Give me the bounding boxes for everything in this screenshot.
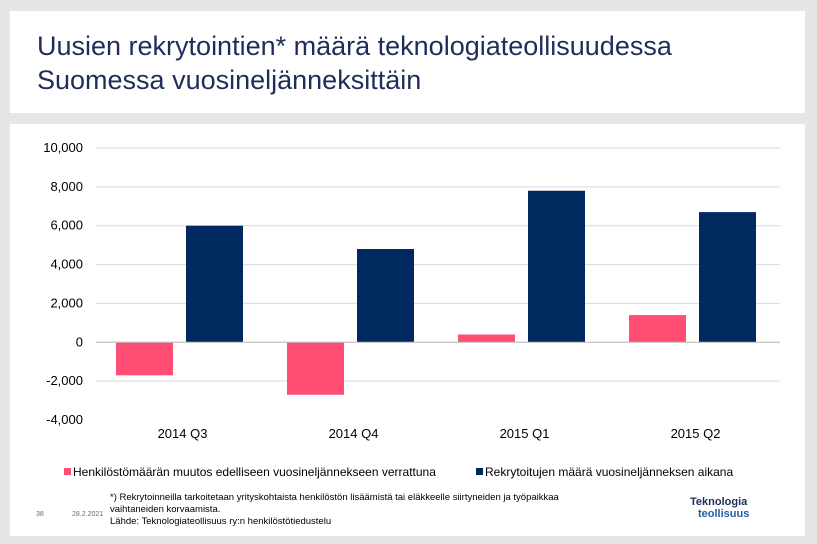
logo-text-line-2: teollisuus [698,508,750,520]
footnote-line-1: *) Rekrytoinneilla tarkoitetaan yritysko… [110,492,559,503]
bar-recruits [186,225,243,343]
bar-chart: 10,000 8,000 6,000 4,000 2,000 0 -2,000 -4,000 2… [43,140,780,479]
y-tick-label: 4,000 [50,257,83,272]
y-tick-label: -4,000 [46,412,83,427]
teknologiateollisuus-logo: Teknologia teollisuus [690,496,760,520]
footnote: *) Rekrytoinneilla tarkoitetaan yritysko… [110,492,670,528]
slide-date: 28.2.2021 [72,511,104,518]
chart-panel: 10,000 8,000 6,000 4,000 2,000 0 -2,000 -4,000 2… [10,124,805,536]
logo-text-line-1: Teknologia [690,496,748,508]
bar-recruits [528,190,585,343]
category-label: 2015 Q1 [500,426,550,441]
y-tick-label: 2,000 [50,295,83,310]
y-tick-label: 10,000 [43,140,83,155]
slide-title-line-2: Suomessa vuosineljänneksittäin [37,65,422,95]
category-label: 2014 Q4 [329,426,379,441]
bar-change [287,342,344,395]
legend-swatch [64,468,71,475]
footnote-line-2: vaihtaneiden korvaamista. [110,504,221,515]
y-tick-label: 6,000 [50,218,83,233]
bar-change [629,315,686,343]
slide-title-line-1: Uusien rekrytointien* määrä teknologiate… [37,31,672,61]
footnote-line-3: Lähde: Teknologiateollisuus ry:n henkilö… [110,516,332,527]
y-tick-label: 0 [76,334,83,349]
page-number: 38 [36,511,44,518]
bar-recruits [357,249,414,343]
title-panel: Uusien rekrytointien* määrä teknologiate… [10,11,805,113]
y-tick-label: -2,000 [46,373,83,388]
category-label: 2015 Q2 [671,426,721,441]
y-tick-label: 8,000 [50,179,83,194]
category-label: 2014 Q3 [158,426,208,441]
legend-swatch [476,468,483,475]
legend-label: Henkilöstömäärän muutos edelliseen vuosi… [73,465,436,479]
bar-recruits [699,212,756,343]
bar-change [458,334,515,343]
legend-label: Rekrytoitujen määrä vuosineljänneksen ai… [485,465,733,479]
bar-change [116,342,173,376]
